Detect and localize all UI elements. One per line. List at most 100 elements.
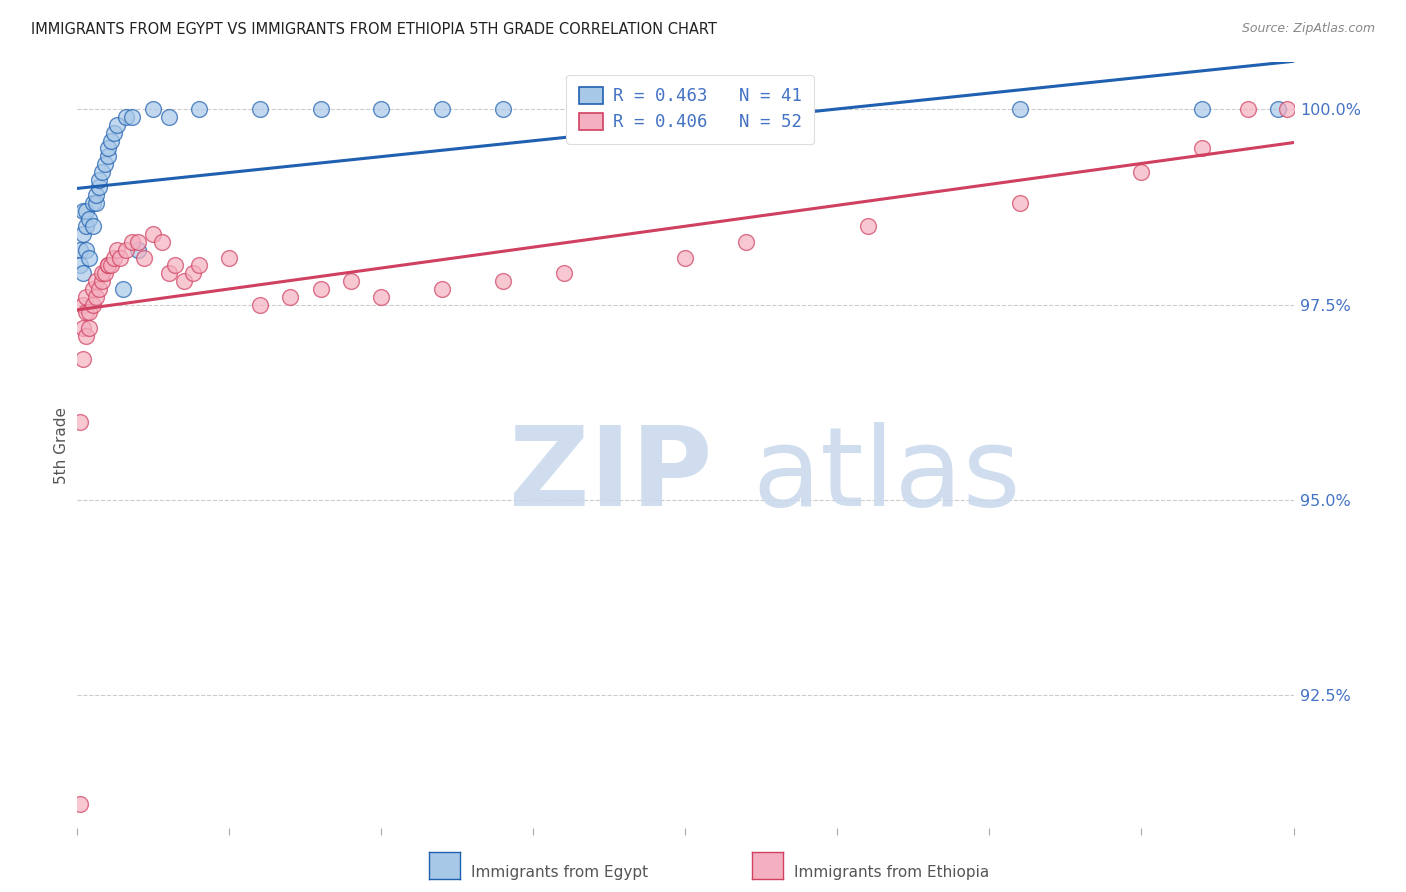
Point [127, 235, 149, 249]
Point [84, 274, 107, 288]
Point [134, 251, 156, 265]
Point [87, 180, 110, 194]
Point [105, 118, 128, 132]
Point [72, 227, 94, 242]
Point [430, 103, 453, 117]
Point [370, 290, 392, 304]
Point [115, 110, 138, 124]
Point [492, 103, 515, 117]
Point [84, 196, 107, 211]
Point [97, 259, 120, 273]
Point [75, 305, 97, 319]
Point [84, 290, 107, 304]
Legend: R = 0.463   N = 41, R = 0.406   N = 52: R = 0.463 N = 41, R = 0.406 N = 52 [567, 75, 814, 144]
Point [97, 259, 120, 273]
Text: Immigrants from Ethiopia: Immigrants from Ethiopia [794, 865, 990, 880]
Point [249, 297, 271, 311]
Point [1277, 103, 1299, 117]
Text: ZIP: ZIP [509, 422, 713, 529]
Point [97, 149, 120, 163]
Point [82, 297, 104, 311]
Point [1267, 103, 1289, 117]
Point [87, 282, 110, 296]
Point [72, 321, 94, 335]
Point [152, 235, 174, 249]
Point [142, 103, 165, 117]
Point [553, 266, 575, 280]
Point [75, 219, 97, 234]
Point [97, 141, 120, 155]
Point [675, 103, 697, 117]
Point [583, 103, 606, 117]
Point [218, 251, 240, 265]
Point [108, 251, 131, 265]
Point [430, 282, 453, 296]
Text: Immigrants from Egypt: Immigrants from Egypt [471, 865, 648, 880]
Point [173, 274, 195, 288]
Point [1191, 103, 1213, 117]
Point [75, 328, 97, 343]
Text: atlas: atlas [752, 422, 1021, 529]
Point [90, 266, 112, 280]
Point [278, 290, 301, 304]
Point [87, 172, 110, 186]
Point [79, 211, 101, 226]
Point [100, 134, 122, 148]
Point [93, 266, 115, 280]
Text: Source: ZipAtlas.com: Source: ZipAtlas.com [1241, 22, 1375, 36]
Point [163, 259, 186, 273]
Point [82, 219, 104, 234]
Point [72, 297, 94, 311]
Point [75, 203, 97, 218]
Point [93, 157, 115, 171]
Point [181, 266, 204, 280]
Point [127, 243, 149, 257]
Y-axis label: 5th Grade: 5th Grade [53, 407, 69, 483]
Point [735, 235, 758, 249]
Point [69, 243, 91, 257]
Point [188, 103, 211, 117]
Point [1008, 103, 1031, 117]
Point [856, 219, 879, 234]
Point [75, 290, 97, 304]
Point [79, 251, 101, 265]
Point [82, 196, 104, 211]
Point [309, 103, 332, 117]
Point [1191, 141, 1213, 155]
Point [103, 251, 125, 265]
Point [100, 259, 122, 273]
Point [103, 126, 125, 140]
Point [82, 282, 104, 296]
Point [72, 352, 94, 367]
Point [340, 274, 363, 288]
Text: IMMIGRANTS FROM EGYPT VS IMMIGRANTS FROM ETHIOPIA 5TH GRADE CORRELATION CHART: IMMIGRANTS FROM EGYPT VS IMMIGRANTS FROM… [31, 22, 717, 37]
Point [249, 103, 271, 117]
Point [492, 274, 515, 288]
Point [735, 103, 758, 117]
Point [72, 203, 94, 218]
Point [69, 415, 91, 429]
Point [309, 282, 332, 296]
Point [90, 274, 112, 288]
Point [69, 797, 91, 812]
Point [79, 305, 101, 319]
Point [370, 103, 392, 117]
Point [69, 259, 91, 273]
Point [72, 266, 94, 280]
Point [1008, 196, 1031, 211]
Point [79, 321, 101, 335]
Point [157, 266, 180, 280]
Point [90, 165, 112, 179]
Point [121, 110, 143, 124]
Point [121, 235, 143, 249]
Point [84, 188, 107, 202]
Point [1130, 165, 1153, 179]
Point [142, 227, 165, 242]
Point [188, 259, 211, 273]
Point [111, 282, 134, 296]
Point [115, 243, 138, 257]
Point [75, 243, 97, 257]
Point [1237, 103, 1260, 117]
Point [675, 251, 697, 265]
Point [105, 243, 128, 257]
